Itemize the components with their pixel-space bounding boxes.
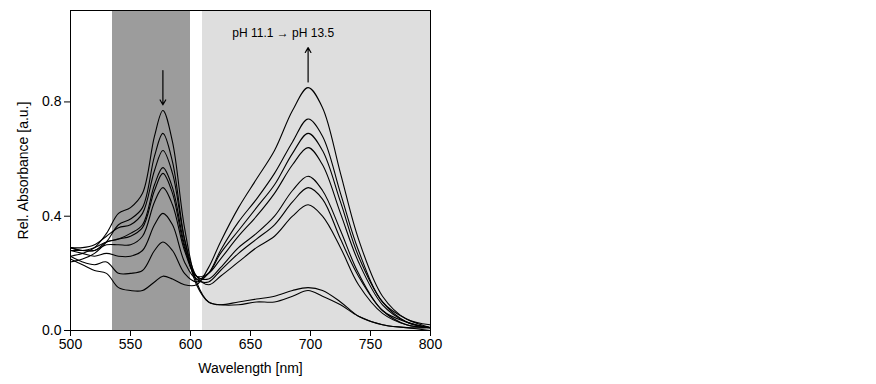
svg-text:600: 600 bbox=[179, 336, 203, 352]
svg-text:pH 11.1 → pH 13.5: pH 11.1 → pH 13.5 bbox=[232, 26, 334, 40]
svg-text:550: 550 bbox=[119, 336, 143, 352]
svg-text:500: 500 bbox=[59, 336, 83, 352]
svg-text:750: 750 bbox=[359, 336, 383, 352]
svg-text:0.8: 0.8 bbox=[42, 93, 62, 109]
svg-text:700: 700 bbox=[299, 336, 323, 352]
svg-text:0.4: 0.4 bbox=[42, 208, 62, 224]
svg-text:0.0: 0.0 bbox=[42, 322, 62, 338]
svg-text:800: 800 bbox=[419, 336, 443, 352]
svg-text:650: 650 bbox=[239, 336, 263, 352]
svg-text:Wavelength [nm]: Wavelength [nm] bbox=[198, 360, 303, 376]
svg-text:Rel. Absorbance [a.u.]: Rel. Absorbance [a.u.] bbox=[15, 102, 31, 240]
